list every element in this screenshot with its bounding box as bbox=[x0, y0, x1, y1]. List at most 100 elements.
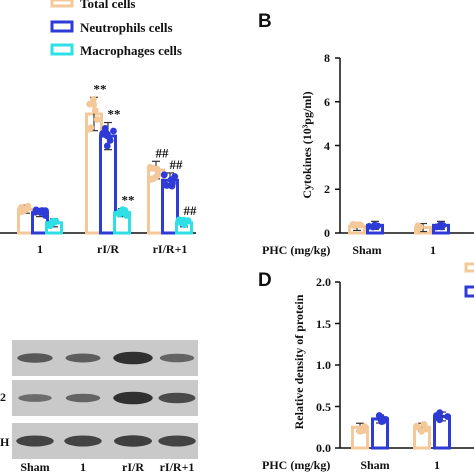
chart-a-annotation-2: ** bbox=[122, 193, 135, 208]
chart-a-2-0-point-4 bbox=[153, 165, 161, 173]
chart-a-1-0-point-1 bbox=[87, 124, 95, 132]
blot-band-2-1 bbox=[64, 435, 102, 447]
legend: Total cells Neutrophils cells Macrophage… bbox=[50, 0, 182, 58]
chart-d-yticks: 0.0 0.5 1.0 1.5 2.0 bbox=[316, 275, 340, 455]
chart-b-marks bbox=[348, 220, 450, 235]
blot-band-0-3 bbox=[159, 353, 195, 363]
chart-a-0-0-point-6 bbox=[24, 202, 32, 210]
legend-swatch-total bbox=[50, 0, 74, 8]
blot-lane-1: 1 bbox=[80, 460, 86, 474]
chart-b-ytick-6: 6 bbox=[324, 95, 330, 109]
blot-rows bbox=[12, 340, 198, 459]
chart-b-xtick-1: 1 bbox=[430, 243, 436, 257]
chart-a-0-1-point-5 bbox=[32, 208, 39, 216]
blot-band-1-1 bbox=[65, 393, 101, 403]
chart-a-2-0-point-6 bbox=[152, 173, 159, 181]
blot-band-0-1 bbox=[65, 353, 101, 363]
chart-d-1-0-point-4 bbox=[420, 421, 428, 428]
chart-a-2-1-point-6 bbox=[163, 182, 171, 189]
chart-a-xtick-1: 1 bbox=[37, 242, 43, 256]
chart-b-ytick-8: 8 bbox=[324, 51, 330, 65]
chart-a-2-1-point-3 bbox=[160, 171, 168, 179]
blot-lane-rir: rI/R bbox=[122, 460, 144, 474]
chart-d-ytick-10: 1.0 bbox=[316, 358, 331, 372]
chart-b: B 0 2 4 6 8 Cytokines (10³pg/ml) PHC (mg… bbox=[258, 11, 474, 257]
blot-band-2-3 bbox=[158, 435, 196, 447]
chart-a-1-1-point-4 bbox=[103, 142, 111, 150]
chart-a-1-1-point-5 bbox=[104, 130, 111, 138]
chart-a: ******###### 1 rI/R rI/R+1 bbox=[0, 81, 197, 256]
chart-a-2-1-point-5 bbox=[168, 182, 176, 190]
chart-a-2-1-point-2 bbox=[171, 173, 179, 180]
blot-band-1-2 bbox=[113, 391, 153, 405]
chart-b-yticks: 0 2 4 6 8 bbox=[324, 51, 340, 240]
chart-b-0-0-point-4 bbox=[352, 221, 360, 229]
chart-a-annotation-4: ## bbox=[170, 157, 184, 172]
blot-lane-sham: Sham bbox=[20, 460, 49, 474]
chart-d: D 0.0 0.5 1.0 1.5 2.0 Relative density o… bbox=[258, 262, 474, 472]
chart-d-xlabel: PHC (mg/kg) bbox=[262, 458, 330, 472]
blot-band-0-2 bbox=[113, 351, 153, 365]
blot-band-0-0 bbox=[17, 353, 53, 363]
blot-band-2-0 bbox=[16, 435, 54, 447]
chart-a-1-0-point-6 bbox=[90, 95, 97, 103]
chart-a-xtick-rir: rI/R bbox=[97, 242, 119, 256]
chart-a-1-2-point-6 bbox=[116, 208, 124, 216]
chart-a-annotation-1: ** bbox=[108, 107, 121, 122]
chart-a-annotation-0: ** bbox=[94, 81, 107, 96]
legend-swatch-neutrophils bbox=[50, 20, 74, 33]
blot-row-label-2: 2 bbox=[0, 390, 6, 404]
chart-b-0-1-point-4 bbox=[374, 222, 382, 230]
chart-a-0-0-point-5 bbox=[20, 207, 27, 215]
blot-lane-rir1: rI/R+1 bbox=[160, 460, 195, 474]
chart-d-ytick-20: 2.0 bbox=[316, 275, 331, 289]
legend-label-macrophages: Macrophages cells bbox=[80, 43, 182, 58]
chart-b-1-1-point-3 bbox=[433, 223, 440, 231]
legend-label-neutrophils: Neutrophils cells bbox=[80, 20, 173, 35]
chart-b-ytick-2: 2 bbox=[324, 182, 330, 196]
chart-d-xtick-1: 1 bbox=[434, 458, 440, 472]
chart-a-annotation-3: ## bbox=[156, 145, 170, 160]
chart-a-2-0-point-3 bbox=[146, 164, 154, 171]
chart-b-xtick-sham: Sham bbox=[352, 243, 381, 257]
legend-label-total: Total cells bbox=[80, 0, 136, 11]
chart-a-marks: ******###### bbox=[17, 81, 198, 235]
chart-d-1-0-point-5 bbox=[415, 424, 422, 431]
chart-d-xtick-sham: Sham bbox=[360, 458, 389, 472]
chart-a-2-2-point-6 bbox=[175, 218, 183, 226]
chart-a-1-0-point-3 bbox=[91, 107, 99, 114]
chart-d-marks bbox=[351, 409, 451, 450]
chart-d-ytick-0: 0.0 bbox=[316, 441, 331, 455]
chart-a-1-1-point-6 bbox=[101, 125, 109, 132]
chart-d-legend-swatch-orange bbox=[464, 262, 474, 273]
blot-band-2-2 bbox=[114, 435, 152, 447]
chart-d-ytick-05: 0.5 bbox=[316, 400, 331, 414]
legend-swatch-macrophages bbox=[50, 43, 74, 56]
chart-a-annotation-5: ## bbox=[184, 203, 198, 218]
chart-b-1-1-point-4 bbox=[439, 221, 447, 229]
chart-d-ylabel: Relative density of protein bbox=[292, 294, 306, 429]
chart-b-xlabel: PHC (mg/kg) bbox=[262, 243, 330, 257]
chart-b-ytick-0: 0 bbox=[324, 226, 330, 240]
chart-d-0-1-point-5 bbox=[376, 415, 384, 422]
chart-d-1-1-point-1 bbox=[444, 413, 451, 420]
chart-a-0-1-point-6 bbox=[42, 207, 49, 215]
chart-d-legend-swatch-blue bbox=[464, 285, 474, 298]
chart-b-ylabel: Cytokines (10³pg/ml) bbox=[300, 91, 314, 198]
chart-a-1-0-point-4 bbox=[93, 116, 101, 123]
chart-a-0-2-point-6 bbox=[48, 218, 56, 226]
panel-letter-b: B bbox=[258, 11, 272, 32]
western-blot: 2 H Sham 1 rI/R rI/R+1 bbox=[0, 340, 198, 474]
chart-a-0-1-point-4 bbox=[41, 212, 49, 219]
chart-a-xtick-rir1: rI/R+1 bbox=[153, 242, 188, 256]
chart-d-0-0-point-5 bbox=[357, 427, 364, 435]
chart-a-1-1-point-2 bbox=[110, 127, 117, 135]
blot-band-1-3 bbox=[158, 392, 196, 404]
blot-row-label-3: H bbox=[0, 435, 10, 449]
panel-letter-d: D bbox=[258, 270, 272, 291]
chart-a-1-0-point-5 bbox=[86, 100, 94, 108]
chart-b-ytick-4: 4 bbox=[324, 139, 330, 153]
chart-d-1-1-point-5 bbox=[436, 416, 444, 424]
chart-d-ytick-15: 1.5 bbox=[316, 317, 331, 331]
